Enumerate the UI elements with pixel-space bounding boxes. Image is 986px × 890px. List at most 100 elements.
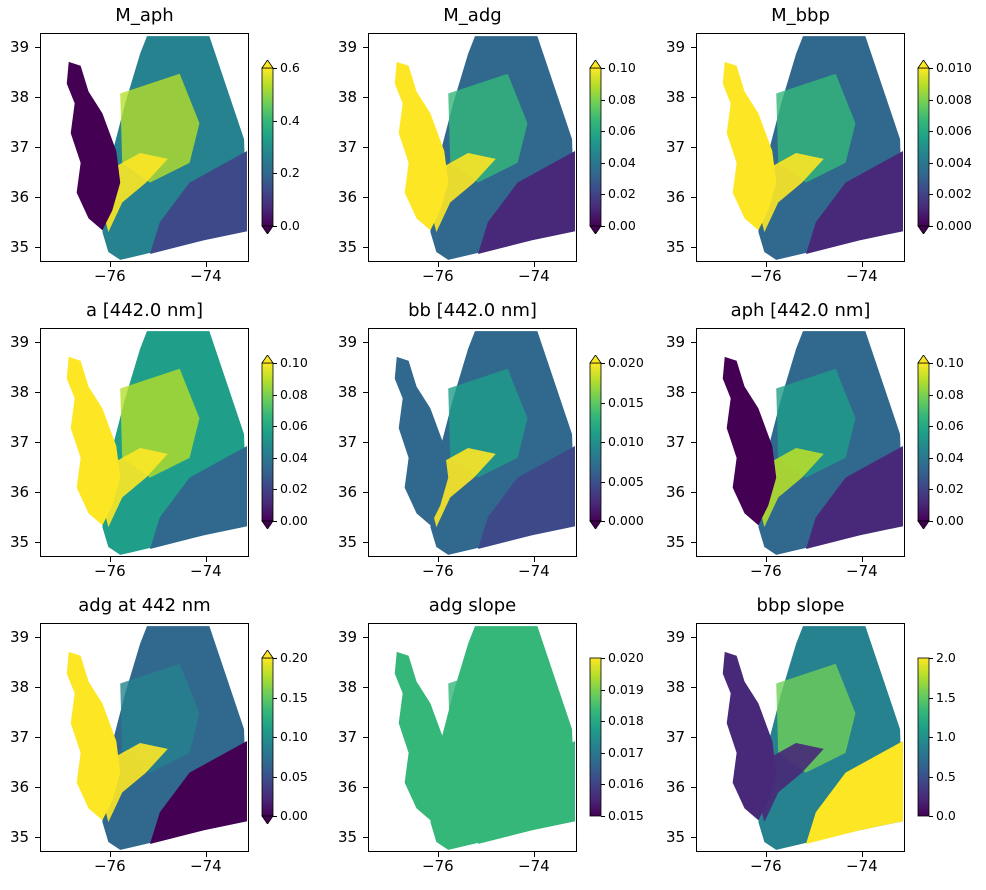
x-tick-label: −76 <box>94 857 126 875</box>
y-tick-label: 39 <box>338 333 358 351</box>
chesapeake-bay <box>722 356 777 526</box>
y-tick-mark <box>35 247 40 248</box>
colorbar-tick-mark <box>601 194 605 196</box>
y-tick-label: 38 <box>10 678 30 696</box>
colorbar-tick-label: 0.00 <box>936 513 964 528</box>
colorbar-tick-mark <box>601 481 605 483</box>
x-tick-mark <box>766 557 767 562</box>
y-tick-label: 36 <box>338 483 358 501</box>
colorbar-tick-label: 0.008 <box>936 91 972 107</box>
colorbar-tick-label: 0.00 <box>280 513 308 528</box>
y-tick-label: 38 <box>338 383 358 401</box>
colorbar-tick-label: 2.0 <box>936 650 956 665</box>
plot-title: adg at 442 nm <box>78 595 211 616</box>
x-tick-label: −74 <box>846 267 878 285</box>
y-tick-mark <box>691 197 696 198</box>
map-frame <box>40 33 249 262</box>
x-tick-mark <box>438 557 439 562</box>
y-tick-mark <box>35 737 40 738</box>
colorbar-tick-mark <box>601 784 605 786</box>
y-tick-mark <box>363 47 368 48</box>
chesapeake-bay <box>722 61 777 231</box>
map-frame <box>368 33 577 262</box>
colorbar-tick-mark <box>929 426 933 428</box>
y-tick-label: 38 <box>666 678 686 696</box>
y-tick-label: 35 <box>338 238 358 256</box>
colorbar-tick-mark <box>273 426 277 428</box>
colorbar-svg <box>917 354 930 530</box>
y-tick-mark <box>363 97 368 98</box>
y-tick-label: 35 <box>10 238 30 256</box>
offshore-water <box>805 445 904 549</box>
x-tick-label: −76 <box>750 267 782 285</box>
colorbar-tick-mark <box>273 457 277 459</box>
y-tick-mark <box>691 837 696 838</box>
x-tick-mark <box>438 262 439 267</box>
plot-title: aph [442.0 nm] <box>730 300 871 321</box>
colorbar-tick-mark <box>601 721 605 723</box>
colorbar-tick-mark <box>929 737 933 738</box>
colorbar-tick-mark <box>929 68 933 69</box>
colorbar-fill <box>261 657 274 817</box>
colorbar-tick-mark <box>929 658 933 659</box>
x-tick-label: −74 <box>190 267 222 285</box>
x-tick-label: −76 <box>422 267 454 285</box>
colorbar-tick-mark <box>273 776 277 778</box>
colorbar-tick-mark <box>273 816 277 817</box>
y-tick-mark <box>691 787 696 788</box>
x-tick-label: −76 <box>422 857 454 875</box>
y-tick-label: 38 <box>338 678 358 696</box>
colorbar-tick-mark <box>929 776 933 778</box>
offshore-water <box>149 445 248 549</box>
x-tick-label: −76 <box>750 562 782 580</box>
y-tick-label: 38 <box>666 383 686 401</box>
chesapeake-bay <box>394 61 449 231</box>
colorbar-extend-bottom <box>261 815 274 825</box>
chesapeake-bay <box>66 651 121 821</box>
y-tick-label: 37 <box>666 433 686 451</box>
y-tick-mark <box>35 47 40 48</box>
x-tick-mark <box>534 557 535 562</box>
y-tick-mark <box>691 147 696 148</box>
offshore-water <box>805 150 904 254</box>
x-tick-mark <box>862 852 863 857</box>
map-svg <box>697 34 904 261</box>
colorbar-fill <box>589 67 602 227</box>
colorbar-tick-label: 0.10 <box>608 60 636 75</box>
x-tick-label: −76 <box>94 267 126 285</box>
colorbar-tick-label: 0.04 <box>280 449 308 465</box>
y-tick-label: 36 <box>666 188 686 206</box>
y-tick-label: 36 <box>10 483 30 501</box>
colorbar-tick-mark <box>929 131 933 133</box>
colorbar-tick-mark <box>273 363 277 364</box>
colorbar-tick-mark <box>929 521 933 522</box>
y-tick-mark <box>691 492 696 493</box>
colorbar-tick-mark <box>273 68 277 69</box>
colorbar-tick-label: 0.019 <box>608 681 644 697</box>
y-tick-mark <box>35 442 40 443</box>
colorbar-tick-mark <box>601 363 605 364</box>
offshore-water <box>477 740 576 844</box>
map-svg <box>697 624 904 851</box>
map-frame <box>696 33 905 262</box>
x-tick-mark <box>206 262 207 267</box>
plot-title: M_aph <box>115 5 174 26</box>
y-tick-mark <box>35 787 40 788</box>
y-tick-label: 39 <box>666 38 686 56</box>
chesapeake-bay <box>66 61 121 231</box>
colorbar-fill <box>917 67 930 227</box>
x-tick-mark <box>110 852 111 857</box>
x-tick-label: −74 <box>846 562 878 580</box>
colorbar-tick-mark <box>273 120 277 122</box>
colorbar-extend-top <box>261 649 274 659</box>
colorbar-tick-label: 0.02 <box>936 481 964 497</box>
colorbar-tick-mark <box>929 394 933 396</box>
y-tick-label: 39 <box>338 628 358 646</box>
colorbar-tick-mark <box>273 489 277 491</box>
colorbar <box>261 59 274 238</box>
x-tick-mark <box>862 557 863 562</box>
y-tick-label: 37 <box>666 138 686 156</box>
y-tick-label: 37 <box>666 728 686 746</box>
y-tick-label: 35 <box>666 828 686 846</box>
colorbar <box>917 650 930 828</box>
